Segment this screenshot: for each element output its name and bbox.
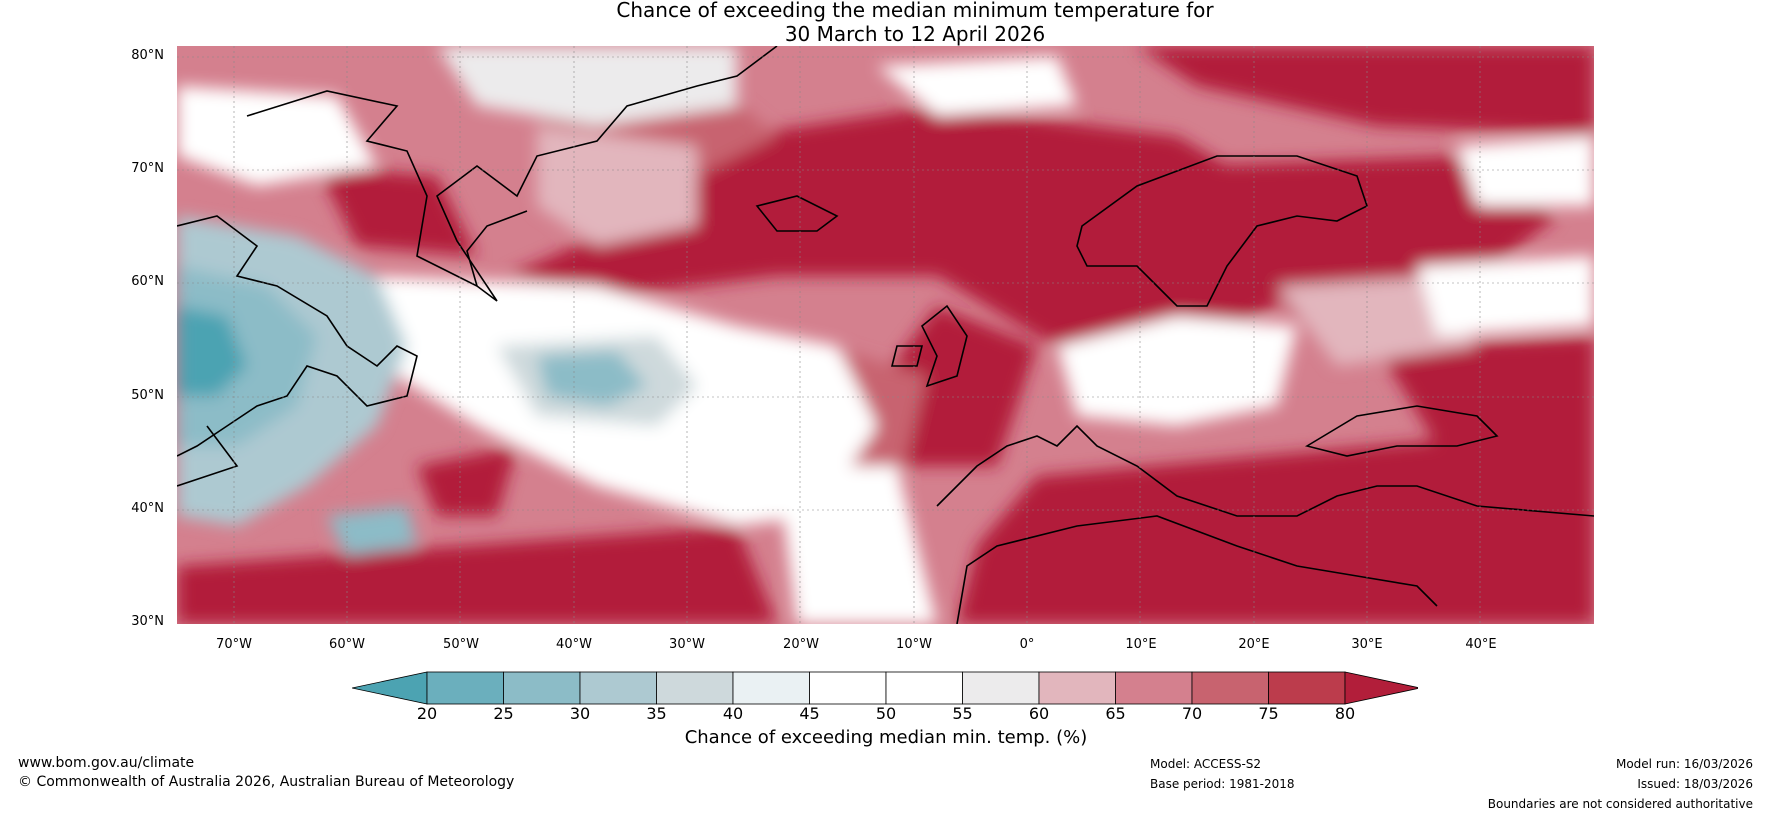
colorbar-segment-60-65 — [1038, 671, 1116, 705]
colorbar-tick-35: 35 — [646, 704, 667, 723]
colorbar-segment-55-60 — [962, 671, 1040, 705]
colorbar-extend-high — [1344, 671, 1418, 705]
colorbar-segment-40-45 — [732, 671, 810, 705]
map-svg — [177, 46, 1594, 624]
colorbar-tick-70: 70 — [1181, 704, 1203, 723]
lat-label-30n: 30°N — [131, 614, 164, 629]
colorbar-tick-50: 50 — [875, 704, 897, 723]
lon-label-30e: 30°E — [1351, 637, 1383, 652]
coastlines — [177, 46, 1594, 624]
colorbar-tick-25: 25 — [493, 704, 514, 723]
colorbar-segment-65-70 — [1115, 671, 1193, 705]
colorbar-segment-75-80 — [1268, 671, 1346, 705]
black-sea-coast — [1304, 405, 1499, 457]
lat-label-60n: 60°N — [131, 274, 164, 289]
probability-map — [177, 46, 1594, 624]
title-line-2: 30 March to 12 April 2026 — [784, 22, 1046, 46]
lat-label-80n: 80°N — [131, 48, 164, 63]
colorbar-segment-45-50 — [809, 671, 887, 705]
footer-copyright: © Commonwealth of Australia 2026, Austra… — [18, 774, 515, 790]
lon-label-0: 0° — [1019, 637, 1035, 652]
colorbar-tick-45: 45 — [799, 704, 820, 723]
britain-coast — [920, 304, 968, 388]
colorbar-segment-20-25 — [426, 671, 504, 705]
lon-label-50w: 50°W — [443, 637, 479, 652]
colorbar-tick-80: 80 — [1334, 704, 1356, 723]
gridlines — [177, 46, 1594, 624]
lat-label-70n: 70°N — [131, 161, 164, 176]
lat-label-50n: 50°N — [131, 388, 164, 403]
colorbar-tick-20: 20 — [416, 704, 438, 723]
lat-label-40n: 40°N — [131, 501, 164, 516]
footer-url: www.bom.gov.au/climate — [18, 755, 195, 771]
greenland-coast — [246, 46, 778, 302]
lon-label-10w: 10°W — [896, 637, 932, 652]
footer-base-period: Base period: 1981-2018 — [1150, 777, 1295, 791]
mediterranean-north-coast — [936, 424, 1594, 517]
lon-label-20e: 20°E — [1238, 637, 1270, 652]
colorbar-tick-60: 60 — [1028, 704, 1050, 723]
colorbar-segment-25-30 — [503, 671, 581, 705]
colorbar — [352, 671, 1418, 705]
map-title: Chance of exceeding the median minimum t… — [0, 0, 1770, 46]
lon-label-40w: 40°W — [556, 637, 592, 652]
lon-label-60w: 60°W — [329, 637, 365, 652]
lon-label-30w: 30°W — [669, 637, 705, 652]
colorbar-tick-65: 65 — [1105, 704, 1126, 723]
lon-label-10e: 10°E — [1125, 637, 1157, 652]
lon-label-40e: 40°E — [1465, 637, 1497, 652]
colorbar-segment-70-75 — [1191, 671, 1269, 705]
colorbar-tick-40: 40 — [722, 704, 744, 723]
ireland-coast — [890, 345, 924, 367]
north-africa-coast — [956, 515, 1438, 624]
colorbar-label: Chance of exceeding median min. temp. (%… — [684, 727, 1088, 748]
colorbar-extend-low — [352, 671, 428, 705]
colorbar-segment-35-40 — [656, 671, 734, 705]
iceland-coast — [755, 195, 839, 232]
scandinavia-coast — [1076, 155, 1368, 307]
footer-model-run: Model run: 16/03/2026 — [1615, 757, 1753, 771]
lon-label-20w: 20°W — [783, 637, 819, 652]
probability-field — [177, 46, 1594, 624]
footer-disclaimer: Boundaries are not considered authoritat… — [1487, 797, 1753, 811]
colorbar-tick-55: 55 — [952, 704, 973, 723]
footer-model: Model: ACCESS-S2 — [1150, 757, 1262, 771]
footer-issued: Issued: 18/03/2026 — [1637, 777, 1753, 791]
lon-label-70w: 70°W — [216, 637, 252, 652]
title-line-1: Chance of exceeding the median minimum t… — [616, 0, 1214, 22]
colorbar-segment-30-35 — [579, 671, 657, 705]
labrador-coast — [177, 215, 418, 457]
colorbar-segment-50-55 — [885, 671, 963, 705]
colorbar-tick-75: 75 — [1258, 704, 1279, 723]
colorbar-tick-30: 30 — [569, 704, 591, 723]
